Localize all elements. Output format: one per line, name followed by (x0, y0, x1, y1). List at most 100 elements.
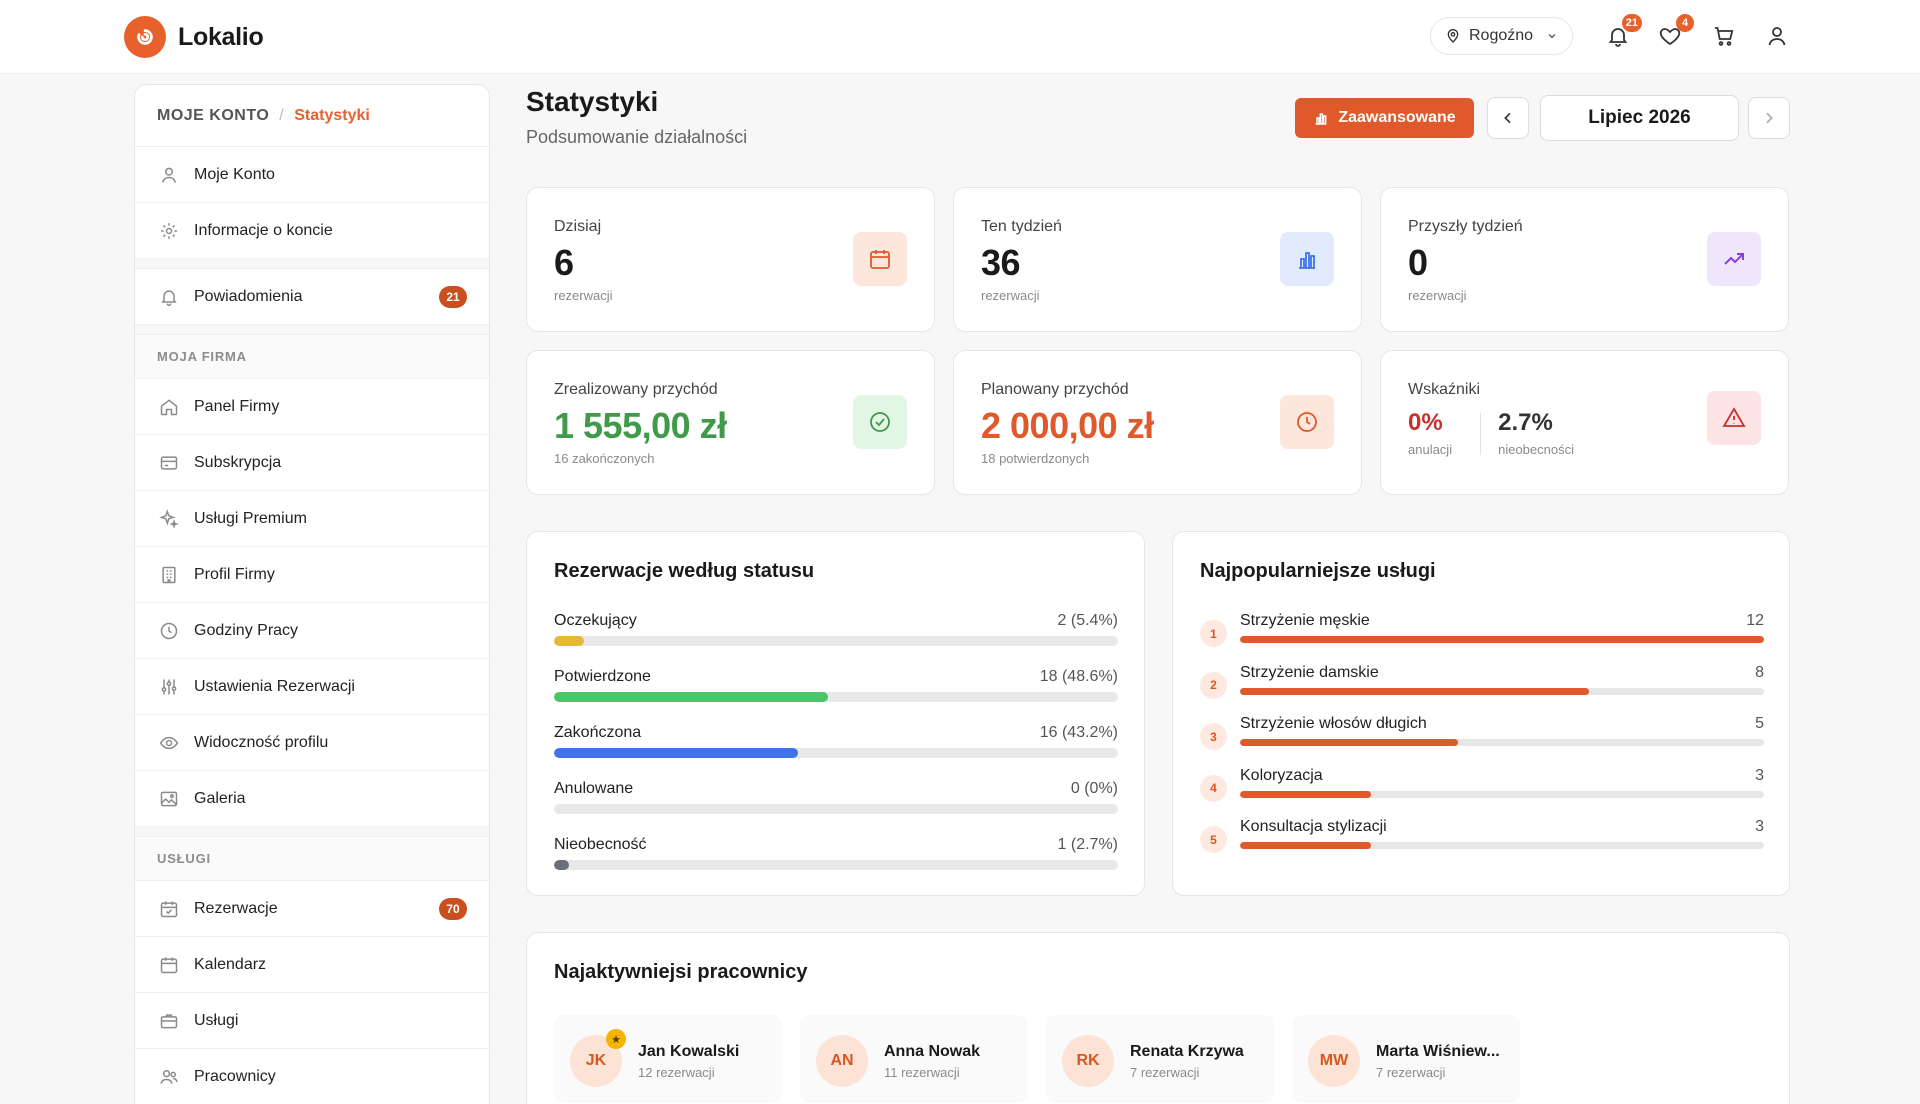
eye-icon (159, 733, 179, 753)
sidebar-item-label: Godziny Pracy (194, 621, 299, 639)
stat-label: Wskaźniki (1408, 381, 1481, 398)
status-row: Zakończona 16 (43.2%) (554, 724, 1118, 758)
notifications-button[interactable]: 21 (1604, 14, 1642, 50)
status-bar-track (554, 860, 1118, 870)
service-bar-track (1240, 739, 1764, 746)
sidebar-item-gallery[interactable]: Galeria (135, 771, 489, 827)
sliders-icon (159, 677, 179, 697)
sidebar-item-employees[interactable]: Pracownicy (135, 1049, 489, 1104)
status-bar-track (554, 692, 1118, 702)
sidebar-item-account-info[interactable]: Informacje o koncie (135, 203, 489, 259)
stat-foot: rezerwacji (981, 288, 1040, 303)
sidebar-item-company-panel[interactable]: Panel Firmy (135, 379, 489, 435)
service-count: 3 (1755, 818, 1764, 835)
status-row: Nieobecność 1 (2.7%) (554, 836, 1118, 870)
cart-button[interactable] (1710, 22, 1738, 50)
stat-card-next-week: Przyszły tydzień 0 rezerwacji (1380, 187, 1789, 332)
sidebar-item-company-profile[interactable]: Profil Firmy (135, 547, 489, 603)
status-row: Potwierdzone 18 (48.6%) (554, 668, 1118, 702)
breadcrumb-separator: / (279, 106, 285, 124)
stat-value: 2 000,00 zł (981, 405, 1154, 446)
location-pin-icon (1445, 28, 1461, 44)
calendar-icon (159, 955, 179, 975)
favorites-button[interactable]: 4 (1656, 14, 1694, 50)
employee-card[interactable]: JK ★ Jan Kowalski 12 rezerwacji (554, 1015, 782, 1103)
stat-value: 1 555,00 zł (554, 405, 727, 446)
employee-name: Renata Krzywa (1130, 1043, 1244, 1060)
service-bar-fill (1240, 739, 1459, 746)
employee-count: 12 rezerwacji (638, 1065, 715, 1080)
status-row: Oczekujący 2 (5.4%) (554, 612, 1118, 646)
status-bar-fill (554, 692, 829, 702)
stat-foot: rezerwacji (1408, 288, 1467, 303)
advanced-button[interactable]: Zaawansowane (1295, 98, 1474, 138)
sidebar-item-calendar[interactable]: Kalendarz (135, 937, 489, 993)
stat-label: Przyszły tydzień (1408, 218, 1523, 235)
status-value: 2 (5.4%) (1057, 612, 1118, 629)
month-selector[interactable]: Lipiec 2026 (1540, 95, 1739, 141)
employees-card: Najaktywniejsi pracownicy JK ★ Jan Kowalsk… (526, 932, 1790, 1104)
calendar-check-icon (159, 899, 179, 919)
breadcrumb-current: Statystyki (294, 106, 370, 124)
employee-card[interactable]: MW Marta Wiśniew... 7 rezerwacji (1292, 1015, 1520, 1103)
status-value: 1 (2.7%) (1057, 836, 1118, 853)
sidebar-item-subscription[interactable]: Subskrypcja (135, 435, 489, 491)
page-subtitle: Podsumowanie działalności (526, 127, 748, 147)
employee-card[interactable]: AN Anna Nowak 11 rezerwacji (800, 1015, 1028, 1103)
calendar-icon (853, 232, 907, 286)
sidebar-item-working-hours[interactable]: Godziny Pracy (135, 603, 489, 659)
breadcrumb: MOJE KONTO / Statystyki (135, 85, 489, 147)
service-bar-track (1240, 842, 1764, 849)
sidebar-item-label: Galeria (194, 789, 246, 807)
star-icon: ★ (606, 1029, 626, 1049)
noshow-label: nieobecności (1498, 442, 1574, 457)
service-bar-fill (1240, 790, 1371, 798)
location-label: Rogoźno (1469, 27, 1534, 44)
cart-icon (1712, 24, 1736, 48)
user-icon (159, 165, 179, 185)
stat-label: Dzisiaj (554, 218, 602, 235)
sidebar-item-booking-settings[interactable]: Ustawienia Rezerwacji (135, 659, 489, 715)
sidebar-item-notifications[interactable]: Powiadomienia 21 (135, 269, 489, 325)
check-circle-icon (853, 395, 907, 449)
sidebar-item-my-account[interactable]: Moje Konto (135, 147, 489, 203)
employee-count: 7 rezerwacji (1376, 1065, 1446, 1080)
employee-name: Marta Wiśniew... (1376, 1043, 1500, 1060)
sidebar: MOJE KONTO / Statystyki Moje Konto Infor… (134, 84, 490, 1104)
service-count: 3 (1755, 766, 1764, 784)
status-label: Zakończona (554, 724, 642, 741)
account-button[interactable] (1763, 22, 1791, 50)
stat-value: 6 (554, 242, 574, 283)
cancel-value: 0% (1408, 409, 1443, 436)
popular-services-title: Najpopularniejsze usługi (1200, 560, 1436, 582)
employee-card[interactable]: RK Renata Krzywa 7 rezerwacji (1046, 1015, 1274, 1103)
brand[interactable]: Lokalio (124, 16, 264, 58)
heart-icon (1658, 24, 1682, 48)
chevron-right-icon (1761, 110, 1777, 126)
next-month-button[interactable] (1748, 97, 1790, 139)
sidebar-item-profile-visibility[interactable]: Widoczność profilu (135, 715, 489, 771)
status-row: Anulowane 0 (0%) (554, 780, 1118, 814)
status-label: Nieobecność (554, 836, 647, 853)
sidebar-item-label: Moje Konto (194, 165, 275, 183)
status-bar-fill (554, 860, 570, 870)
prev-month-button[interactable] (1487, 97, 1529, 139)
sidebar-item-premium-services[interactable]: Usługi Premium (135, 491, 489, 547)
home-icon (159, 397, 179, 417)
sidebar-item-services[interactable]: Usługi (135, 993, 489, 1049)
status-chart-title: Rezerwacje według statusu (554, 560, 815, 582)
avatar: AN (816, 1035, 868, 1087)
bell-icon (1606, 24, 1630, 48)
sidebar-item-reservations[interactable]: Rezerwacje 70 (135, 881, 489, 937)
service-bar-track (1240, 636, 1764, 643)
rank-badge: 1 (1200, 620, 1227, 647)
breadcrumb-root[interactable]: MOJE KONTO (157, 106, 270, 124)
stat-card-realized-revenue: Zrealizowany przychód 1 555,00 zł 16 zak… (526, 350, 935, 495)
building-icon (159, 565, 179, 585)
popular-service-row: 1 Strzyżenie męskie 12 (1200, 612, 1764, 652)
location-selector[interactable]: Rogoźno (1430, 17, 1573, 55)
status-value: 18 (48.6%) (1039, 668, 1118, 685)
sidebar-divider (135, 827, 489, 837)
stat-value: 0 (1408, 242, 1428, 283)
popular-service-row: 2 Strzyżenie damskie 8 (1200, 664, 1764, 704)
